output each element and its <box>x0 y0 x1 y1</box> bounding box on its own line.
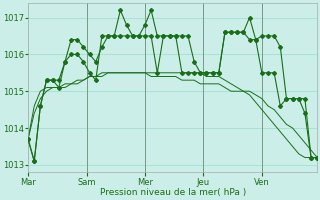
X-axis label: Pression niveau de la mer( hPa ): Pression niveau de la mer( hPa ) <box>100 188 246 197</box>
